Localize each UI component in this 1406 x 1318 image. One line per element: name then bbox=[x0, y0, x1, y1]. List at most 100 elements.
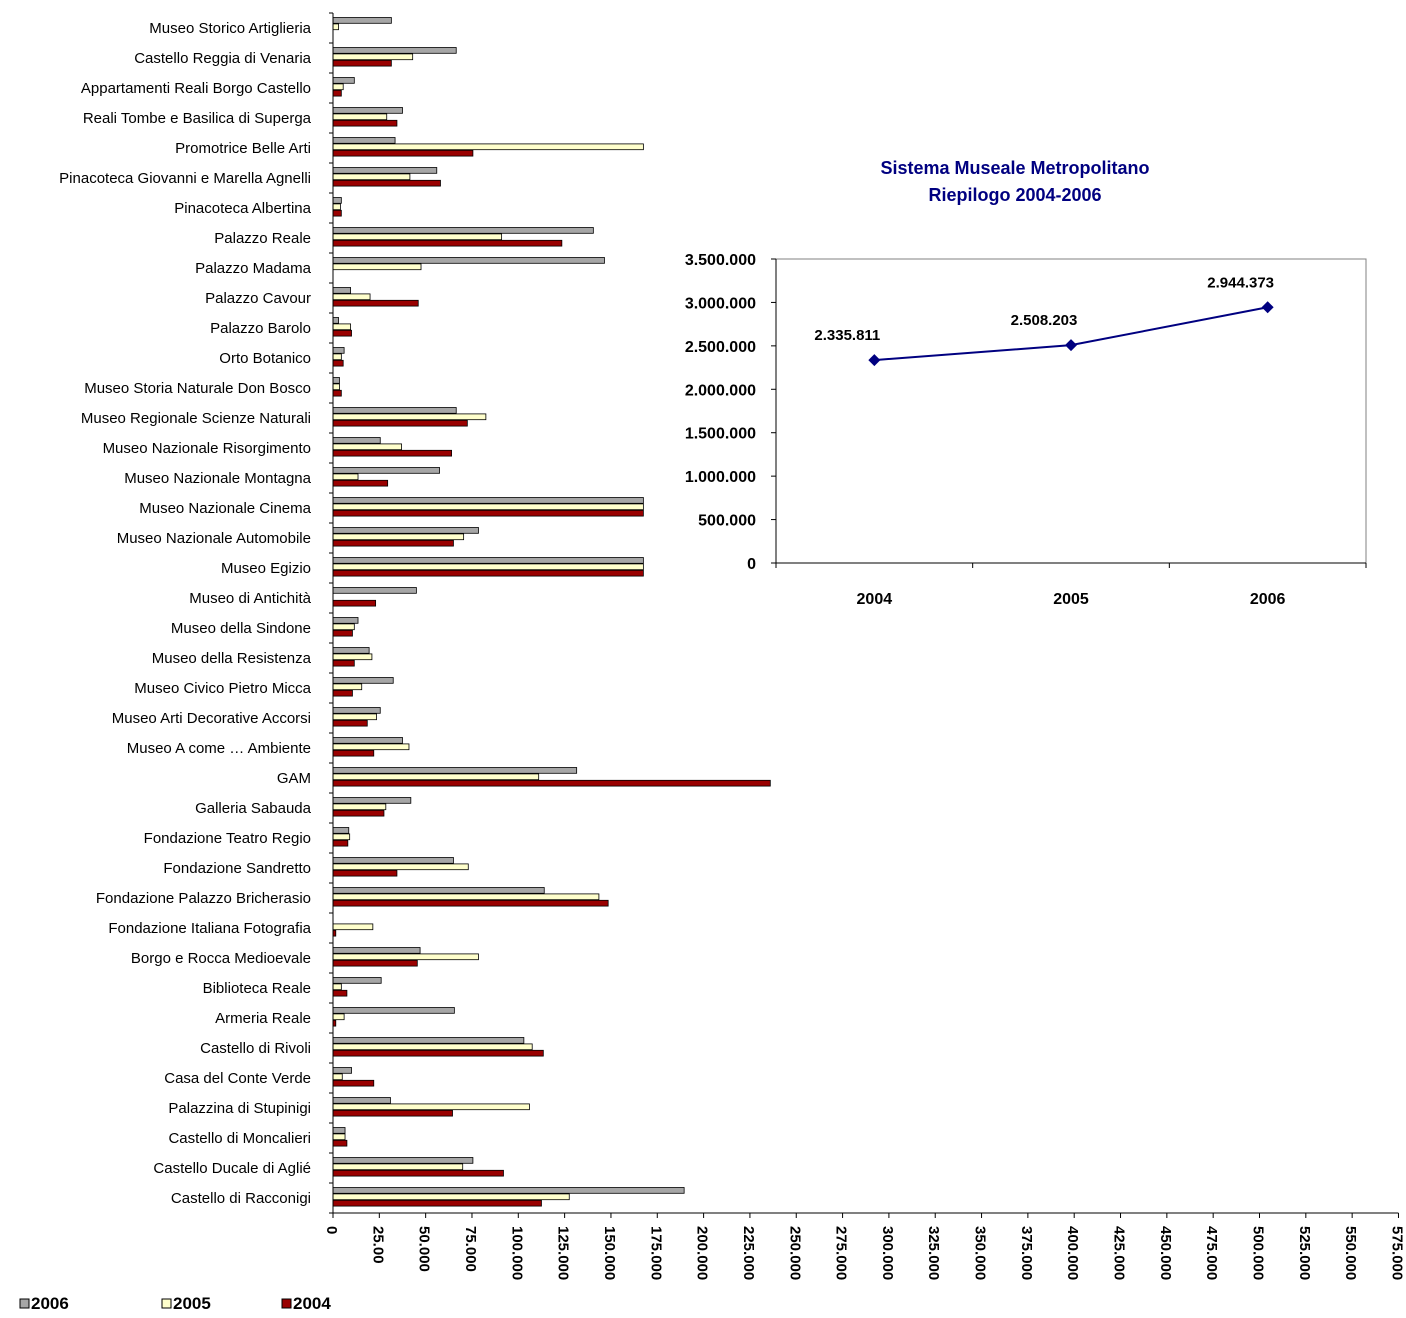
line-chart-inset: Sistema Museale Metropolitano Riepilogo … bbox=[685, 158, 1367, 608]
bar-2005 bbox=[332, 173, 411, 181]
x-tick-label: 450.000 bbox=[1157, 1226, 1174, 1280]
inset-y-tick-label: 2.500.000 bbox=[685, 339, 756, 356]
x-tick-label: 100.000 bbox=[508, 1226, 525, 1280]
bar-2005 bbox=[332, 653, 373, 661]
bar-2005 bbox=[332, 863, 469, 871]
bar-2005 bbox=[332, 1103, 530, 1111]
bar-2006 bbox=[332, 1187, 685, 1194]
bar-2006 bbox=[332, 1097, 391, 1104]
bar-2006 bbox=[332, 557, 644, 564]
bar-2006 bbox=[332, 77, 355, 84]
bar-2006 bbox=[332, 887, 545, 894]
bar-2005 bbox=[332, 803, 387, 811]
inset-data-label: 2.508.203 bbox=[1011, 312, 1078, 329]
bar-chart-axes bbox=[329, 12, 1399, 1218]
bar-2004 bbox=[332, 839, 349, 847]
x-tick-label: 75.000 bbox=[462, 1226, 479, 1272]
bar-2004 bbox=[332, 209, 342, 217]
bar-2005 bbox=[332, 53, 414, 61]
inset-title-line2: Riepilogo 2004-2006 bbox=[928, 185, 1101, 205]
inset-y-tick-label: 3.000.000 bbox=[685, 295, 756, 312]
x-tick-label: 175.000 bbox=[647, 1226, 664, 1280]
bar-2006 bbox=[332, 767, 578, 774]
bar-2006 bbox=[332, 287, 352, 294]
x-tick-label: 200.000 bbox=[694, 1226, 711, 1280]
bar-2005 bbox=[332, 143, 644, 151]
bar-2004 bbox=[332, 419, 468, 427]
bar-2004 bbox=[332, 779, 771, 787]
bar-2004 bbox=[332, 389, 342, 397]
category-label: Castello di Moncalieri bbox=[168, 1130, 311, 1147]
bar-2004 bbox=[332, 539, 454, 547]
x-tick-label: 150.000 bbox=[601, 1226, 618, 1280]
bar-2006 bbox=[332, 17, 392, 24]
category-label: Casa del Conte Verde bbox=[164, 1070, 311, 1087]
bar-2006 bbox=[332, 827, 350, 834]
bar-2004 bbox=[332, 179, 441, 187]
inset-data-label: 2.944.373 bbox=[1207, 274, 1274, 291]
bar-2005 bbox=[332, 623, 355, 631]
inset-data-labels: 2.335.811 2.508.203 2.944.373 bbox=[814, 274, 1274, 344]
legend-swatch-2004 bbox=[281, 1298, 292, 1309]
inset-y-tick-label: 1.500.000 bbox=[685, 426, 756, 443]
bar-2005 bbox=[332, 323, 352, 331]
category-label: Museo Regionale Scienze Naturali bbox=[81, 410, 311, 427]
bar-2006 bbox=[332, 107, 403, 114]
category-label: Fondazione Italiana Fotografia bbox=[108, 920, 311, 937]
x-tick-label: 275.000 bbox=[833, 1226, 850, 1280]
legend-label-2004: 2004 bbox=[293, 1294, 331, 1313]
bar-2005 bbox=[332, 1193, 570, 1201]
inset-plot-area bbox=[775, 258, 1367, 564]
category-label: GAM bbox=[277, 770, 311, 787]
category-label: Castello di Rivoli bbox=[200, 1040, 311, 1057]
bar-chart-category-labels: Museo Storico Artiglieria Castello Reggia… bbox=[59, 20, 311, 1207]
bar-2005 bbox=[332, 23, 339, 31]
bar-2005 bbox=[332, 233, 503, 241]
category-label: Armeria Reale bbox=[215, 1010, 311, 1027]
inset-x-tick-labels: 2004 2005 2006 bbox=[857, 591, 1286, 608]
inset-point-marker bbox=[1261, 301, 1274, 314]
bar-2006 bbox=[332, 137, 396, 144]
bar-2005 bbox=[332, 953, 479, 961]
legend-swatch-2005 bbox=[161, 1298, 172, 1309]
x-tick-label: 25.00 bbox=[369, 1226, 386, 1264]
bar-2006 bbox=[332, 317, 339, 324]
bar-2006 bbox=[332, 1007, 455, 1014]
x-tick-label: 250.000 bbox=[786, 1226, 803, 1280]
bar-2006 bbox=[332, 167, 438, 174]
category-label: Borgo e Rocca Medioevale bbox=[131, 950, 311, 967]
category-label: Castello di Racconigi bbox=[171, 1190, 311, 1207]
bar-2004 bbox=[332, 569, 644, 577]
x-tick-label: 525.000 bbox=[1296, 1226, 1313, 1280]
inset-series bbox=[868, 301, 1274, 367]
category-label: Castello Ducale di Aglié bbox=[153, 1160, 311, 1177]
inset-point-marker bbox=[1065, 339, 1077, 352]
bar-2005 bbox=[332, 773, 540, 781]
category-label: Museo Arti Decorative Accorsi bbox=[112, 710, 311, 727]
inset-y-tick-label: 2.000.000 bbox=[685, 382, 756, 399]
bar-2004 bbox=[332, 1169, 504, 1177]
x-tick-label: 325.000 bbox=[925, 1226, 942, 1280]
category-label: Palazzo Barolo bbox=[210, 320, 311, 337]
category-label: Museo Nazionale Cinema bbox=[139, 500, 311, 517]
category-label: Museo Storia Naturale Don Bosco bbox=[84, 380, 311, 397]
bar-2004 bbox=[332, 59, 392, 67]
category-label: Museo A come … Ambiente bbox=[127, 740, 311, 757]
bar-2005 bbox=[332, 1133, 346, 1141]
inset-y-tick-label: 3.500.000 bbox=[685, 252, 756, 269]
bar-2005 bbox=[332, 203, 341, 211]
bar-2006 bbox=[332, 47, 457, 54]
bar-2005 bbox=[332, 263, 422, 271]
bar-2004 bbox=[332, 1079, 375, 1087]
inset-y-tick-labels: 0 500.000 1.000.000 1.500.000 2.000.000 2.500… bbox=[685, 252, 756, 573]
bar-2006 bbox=[332, 197, 342, 204]
bar-2006 bbox=[332, 1037, 525, 1044]
bar-2006 bbox=[332, 587, 417, 594]
bar-2004 bbox=[332, 449, 452, 457]
category-label: Castello Reggia di Venaria bbox=[134, 50, 311, 67]
x-tick-label: 0 bbox=[323, 1226, 340, 1234]
bar-2006 bbox=[332, 1127, 346, 1134]
category-label: Museo della Sindone bbox=[171, 620, 311, 637]
bar-2006 bbox=[332, 437, 381, 444]
